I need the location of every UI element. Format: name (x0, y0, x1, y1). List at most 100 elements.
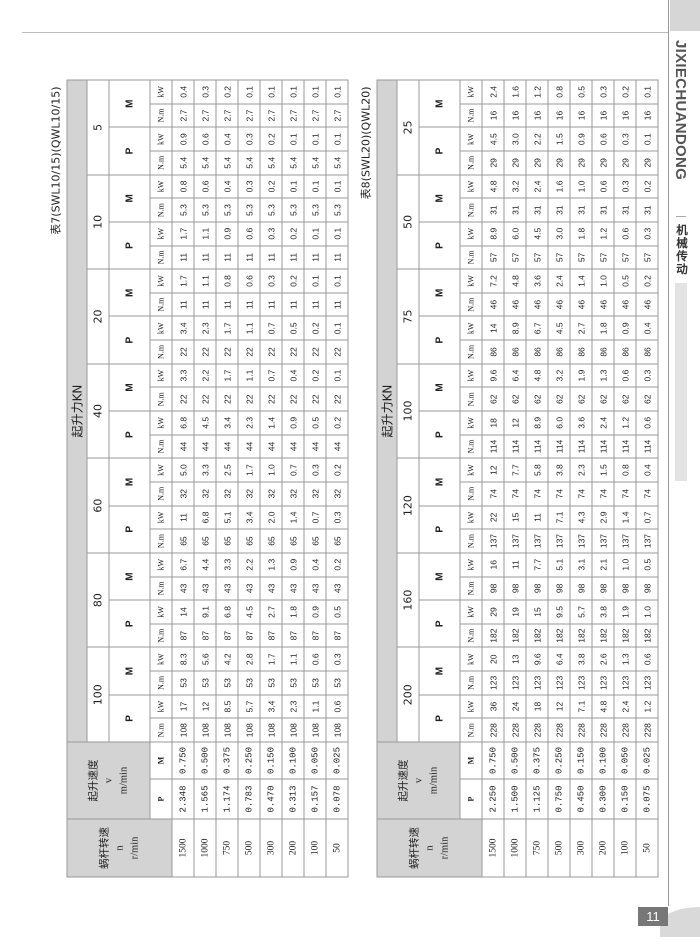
power-value: 2.4 (481, 79, 504, 104)
torque-value: 11 (303, 245, 326, 269)
power-value: 8.5 (215, 694, 238, 718)
power-value: 3.2 (503, 174, 526, 198)
power-value: 9.1 (193, 599, 216, 624)
torque-value: 44 (237, 434, 260, 458)
unit-kw: kW (459, 410, 482, 435)
torque-value: 108 (259, 717, 282, 742)
power-value: 2.5 (215, 457, 238, 482)
torque-value: 98 (503, 576, 526, 600)
unit-nm: N.m (149, 623, 172, 647)
m-label: M (108, 174, 150, 222)
torque-value: 87 (259, 623, 282, 647)
p-label: P (418, 694, 460, 742)
lift-speed-p-value: 0.075 (635, 778, 658, 819)
power-value: 0.2 (215, 79, 238, 104)
torque-value: 11 (193, 292, 216, 316)
unit-nm: N.m (149, 386, 172, 411)
power-value: 8.9 (481, 221, 504, 246)
torque-value: 46 (591, 292, 614, 316)
power-value: 0.2 (259, 126, 282, 151)
power-value: 1.4 (613, 505, 636, 529)
torque-value: 31 (481, 197, 504, 222)
power-value: 0.9 (281, 552, 304, 577)
torque-value: 108 (303, 717, 326, 742)
power-value: 4.5 (193, 410, 216, 435)
power-value: 0.1 (303, 221, 326, 246)
lift-speed-p-value: 0.450 (569, 778, 592, 819)
torque-value: 86 (591, 339, 614, 364)
power-value: 12 (503, 410, 526, 435)
power-value: 0.5 (303, 410, 326, 435)
torque-value: 114 (503, 434, 526, 458)
torque-value: 44 (303, 434, 326, 458)
power-value: 4.5 (525, 221, 548, 246)
unit-nm: N.m (459, 386, 482, 411)
lift-speed-m-value: 0.025 (635, 741, 658, 779)
torque-value: 2.7 (259, 103, 282, 127)
unit-nm: N.m (459, 292, 482, 316)
torque-value: 86 (569, 339, 592, 364)
torque-value: 114 (481, 434, 504, 458)
torque-value: 87 (303, 623, 326, 647)
power-value: 1.4 (259, 410, 282, 435)
spec-table-8: 蜗杆转速 n r/min 起升速度 v m/min 起升力KN 200 160 120 100 75 5… (376, 79, 658, 877)
torque-value: 16 (525, 103, 548, 127)
power-value: 0.4 (635, 315, 658, 340)
torque-value: 46 (547, 292, 570, 316)
torque-value: 22 (325, 339, 348, 364)
power-value: 2.3 (281, 694, 304, 718)
power-value: 1.3 (591, 363, 614, 387)
torque-value: 22 (303, 339, 326, 364)
torque-value: 98 (591, 576, 614, 600)
torque-value: 123 (569, 670, 592, 695)
power-value: 1.0 (569, 174, 592, 198)
power-value: 18 (481, 410, 504, 435)
power-value: 4.5 (481, 126, 504, 151)
torque-value: 87 (215, 623, 238, 647)
power-value: 5.8 (525, 457, 548, 482)
power-value: 17 (171, 694, 194, 718)
torque-value: 2.7 (193, 103, 216, 127)
torque-value: 22 (193, 386, 216, 411)
unit-nm: N.m (149, 717, 172, 742)
power-value: 1.8 (569, 221, 592, 246)
torque-value: 137 (503, 528, 526, 553)
torque-value: 22 (215, 339, 238, 364)
power-value: 0.5 (325, 599, 348, 624)
unit-kw: kW (459, 646, 482, 671)
power-value: 0.2 (281, 221, 304, 246)
torque-value: 5.4 (215, 150, 238, 175)
side-bar-decoration (675, 283, 687, 481)
m-label: M (418, 79, 460, 127)
torque-value: 32 (303, 481, 326, 506)
power-value: 6.7 (525, 315, 548, 340)
power-value: 1.7 (259, 646, 282, 671)
brand-divider (676, 216, 686, 217)
table-row: 200 0.300 0.100 228 4.8 123 2.6 182 3.8 98 2.1 137 2… (591, 79, 614, 877)
torque-value: 5.4 (325, 150, 348, 175)
power-value: 1.6 (503, 79, 526, 104)
torque-value: 108 (193, 717, 216, 742)
power-value: 0.2 (281, 268, 304, 293)
power-value: 1.2 (613, 410, 636, 435)
lift-speed-m-value: 0.375 (525, 741, 548, 779)
torque-value: 137 (569, 528, 592, 553)
torque-value: 74 (547, 481, 570, 506)
torque-value: 2.7 (215, 103, 238, 127)
torque-value: 87 (281, 623, 304, 647)
lift-speed-m-value: 0.250 (237, 741, 260, 779)
worm-speed-symbol: n (113, 844, 125, 851)
unit-kw: kW (459, 174, 482, 198)
power-value: 0.7 (259, 363, 282, 387)
p-label: P (108, 410, 150, 458)
torque-value: 5.4 (171, 150, 194, 175)
torque-value: 53 (281, 670, 304, 695)
power-value: 0.3 (613, 174, 636, 198)
p-label: P (418, 599, 460, 647)
power-value: 6.8 (193, 505, 216, 529)
torque-value: 53 (303, 670, 326, 695)
torque-value: 43 (281, 576, 304, 600)
power-value: 0.6 (303, 646, 326, 671)
torque-value: 57 (591, 245, 614, 269)
torque-value: 22 (237, 339, 260, 364)
